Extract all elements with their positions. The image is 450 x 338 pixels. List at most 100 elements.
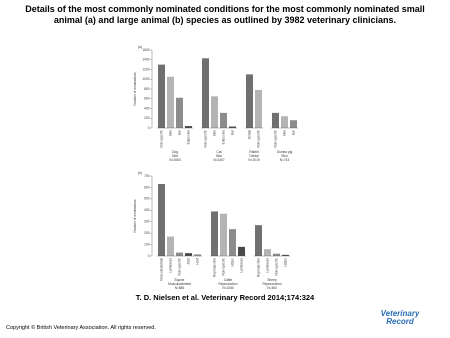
y-tick-label: 800 — [144, 87, 150, 91]
y-tick-label: 600 — [144, 97, 150, 101]
y-tick-label: 400 — [144, 208, 150, 212]
panel-label: (a) — [138, 45, 142, 49]
group-label: Dental — [249, 154, 259, 158]
bar — [202, 58, 209, 128]
y-tick-label: 400 — [144, 106, 150, 110]
panel-label: (b) — [138, 171, 142, 175]
y-tick-label: 200 — [144, 116, 150, 120]
category-label: Skin — [168, 130, 172, 136]
bar — [282, 254, 289, 256]
group-label: Skin — [216, 154, 222, 158]
bar — [255, 89, 262, 128]
bar — [194, 254, 201, 256]
y-tick-label: 500 — [144, 197, 150, 201]
y-tick-label: 1000 — [142, 77, 149, 81]
logo: Veterinary Record — [360, 310, 440, 326]
category-label: Ear — [291, 129, 295, 135]
category-label: Lameness — [168, 258, 172, 273]
y-tick-label: 1400 — [142, 58, 149, 62]
group-label: N=1019 — [248, 158, 259, 162]
group-label: Cat — [217, 150, 222, 154]
bar — [185, 253, 192, 256]
bar — [229, 229, 236, 256]
y-tick-label: 0 — [148, 254, 150, 258]
bar — [246, 74, 253, 128]
category-label: Skin — [282, 130, 286, 136]
group-label: Skin — [172, 154, 178, 158]
category-label: Hoof — [195, 258, 199, 265]
category-label: Endocrine — [221, 130, 225, 145]
category-label: Skin — [212, 130, 216, 136]
group-label: Rabbit — [249, 150, 258, 154]
y-tick-label: 700 — [144, 174, 150, 178]
group-label: N=886 — [175, 286, 185, 290]
group-label: Skin — [281, 154, 287, 158]
bar — [290, 120, 297, 128]
group-label: N=1080 — [222, 286, 233, 290]
bar — [211, 96, 218, 128]
category-label: Lameness — [239, 258, 243, 273]
y-tick-label: 1600 — [142, 48, 149, 52]
bar — [211, 211, 218, 256]
bar — [272, 112, 279, 128]
group-label: Musculoskeletal — [168, 282, 191, 286]
group-label: Sheep — [267, 278, 276, 282]
slide-title: Details of the most commonly nominated c… — [25, 4, 425, 25]
y-tick-label: 100 — [144, 242, 150, 246]
citation: T. D. Nielsen et al. Veterinary Record 2… — [135, 293, 315, 302]
bar — [185, 126, 192, 128]
bar — [220, 213, 227, 256]
category-label: Udder — [230, 257, 234, 267]
bar — [281, 116, 288, 128]
category-label: Non-specific — [273, 130, 277, 148]
category-label: Musculoskeletal — [159, 258, 163, 281]
bar — [229, 126, 236, 128]
category-label: Ear — [177, 129, 181, 135]
category-label: Joint — [186, 258, 190, 265]
group-label: N=743 — [280, 158, 290, 162]
logo-line: Veterinary — [380, 309, 420, 318]
bar — [158, 184, 165, 256]
bar — [167, 76, 174, 128]
category-label: Non-specific — [274, 258, 278, 276]
y-tick-label: 1200 — [142, 67, 149, 71]
category-label: Non-specific — [256, 130, 260, 148]
group-label: N=360 — [267, 286, 277, 290]
category-label: Endocrine — [186, 130, 190, 145]
group-label: Guinea pig — [277, 150, 293, 154]
group-label: N=2407 — [213, 158, 224, 162]
category-label: Reproduction — [256, 258, 260, 277]
group-label: Reproduction — [219, 282, 238, 286]
y-tick-label: 600 — [144, 185, 150, 189]
category-label: Non-specific — [203, 130, 207, 148]
copyright: Copyright © British Veterinary Associati… — [6, 325, 156, 331]
group-label: Dog — [172, 150, 178, 154]
bar — [264, 249, 271, 256]
category-label: Ear — [230, 129, 234, 135]
y-axis-label: Number of nominations — [133, 72, 137, 105]
group-label: Cattle — [224, 278, 233, 282]
group-label: N=2064 — [169, 158, 180, 162]
bar — [176, 252, 183, 256]
bar — [273, 253, 280, 256]
bar — [167, 236, 174, 256]
group-label: Equine — [175, 278, 185, 282]
bar — [220, 112, 227, 128]
bar — [255, 225, 262, 256]
y-axis-label: Number of nominations — [133, 199, 137, 232]
category-label: Non-specific — [177, 258, 181, 276]
category-label: Reproduction — [212, 258, 216, 277]
category-label: Dental — [247, 130, 251, 140]
bar — [158, 64, 165, 128]
category-label: Udder — [283, 257, 287, 267]
group-label: Reproduction — [263, 282, 282, 286]
category-label: Non-specific — [221, 258, 225, 276]
y-tick-label: 200 — [144, 231, 150, 235]
category-label: Non-specific — [159, 130, 163, 148]
bar — [238, 246, 245, 256]
logo-line: Record — [386, 317, 414, 326]
category-label: Lameness — [265, 258, 269, 273]
bar — [176, 97, 183, 128]
